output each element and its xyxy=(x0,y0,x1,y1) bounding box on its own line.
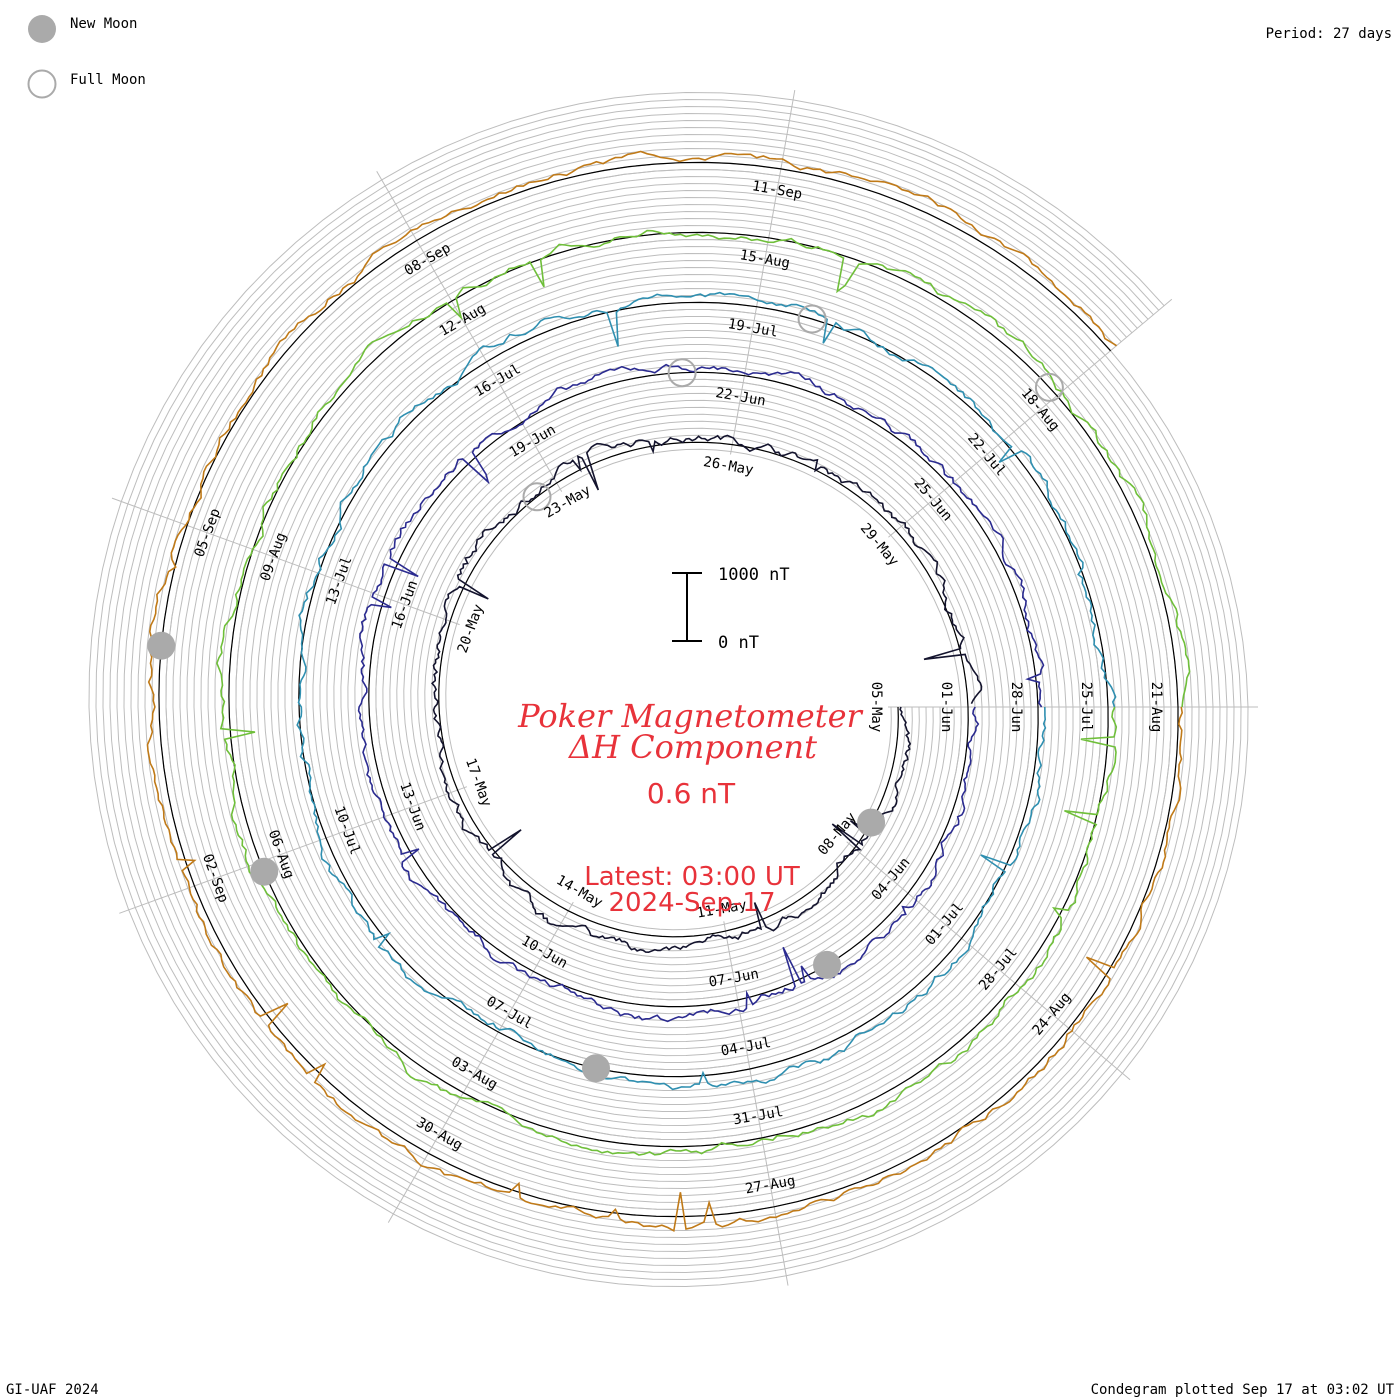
date-label: 13-Jul xyxy=(323,554,355,607)
date-label: 18-Aug xyxy=(1018,385,1063,434)
full-moon-marker xyxy=(1034,372,1064,402)
day-spoke xyxy=(730,90,796,455)
day-spoke xyxy=(723,921,789,1286)
day-spoke xyxy=(119,786,468,914)
date-label: 25-Jul xyxy=(1078,682,1094,733)
baseline-spiral xyxy=(158,161,1179,1218)
day-spoke xyxy=(387,901,574,1223)
latest-time: Latest: 03:00 UT xyxy=(584,862,800,892)
date-label: 22-Jun xyxy=(714,385,767,410)
trace-turn-4 xyxy=(216,229,1191,1156)
date-label: 16-Jul xyxy=(472,361,524,400)
spiral-baseline xyxy=(158,161,1179,1218)
spiral-grid xyxy=(88,91,1249,1288)
period-label: Period: 27 days xyxy=(1266,26,1392,42)
date-label: 26-May xyxy=(702,454,755,479)
date-label: 13-Jun xyxy=(396,780,428,833)
date-label: 07-Jun xyxy=(708,966,761,991)
new-moon-marker xyxy=(813,950,841,979)
chart-title: Poker Magnetometer xyxy=(517,697,863,735)
new-moon-marker xyxy=(857,808,886,837)
moon-markers xyxy=(147,304,1064,1083)
scale-bottom-label: 0 nT xyxy=(718,633,759,653)
grid-spiral xyxy=(88,91,1249,1288)
day-spoke xyxy=(376,170,563,492)
date-label: 28-Jul xyxy=(976,945,1021,994)
chart-subtitle: ΔH Component xyxy=(567,728,817,766)
date-label: 01-Jul xyxy=(922,900,967,949)
full-moon-legend-icon xyxy=(27,69,57,99)
date-label: 05-May xyxy=(868,682,884,733)
current-value: 0.6 nT xyxy=(647,777,736,810)
day-spoke xyxy=(111,497,460,626)
grid-spiral xyxy=(95,98,1242,1281)
day-spoke xyxy=(846,841,1131,1081)
date-label: 05-Sep xyxy=(192,506,224,559)
new-moon-legend-icon xyxy=(28,15,56,43)
full-moon-legend-label: Full Moon xyxy=(70,72,146,88)
trace-turn-2 xyxy=(357,363,1045,1023)
date-label: 20-May xyxy=(455,602,487,655)
new-moon-legend-label: New Moon xyxy=(70,16,137,32)
full-moon-marker xyxy=(522,482,552,512)
date-label: 24-Aug xyxy=(1030,990,1075,1039)
new-moon-marker xyxy=(147,631,176,660)
date-label: 10-Jul xyxy=(331,804,363,857)
date-label: 28-Jun xyxy=(1008,682,1024,733)
latest-date: 2024-Sep-17 xyxy=(608,888,775,918)
new-moon-marker xyxy=(250,857,279,886)
date-label: 04-Jun xyxy=(869,855,914,904)
scale-bar xyxy=(672,572,702,642)
trace-turn-3 xyxy=(296,291,1117,1091)
footer-plot-time: Condegram plotted Sep 17 at 03:02 UT xyxy=(1091,1382,1395,1398)
trace-turn-5 xyxy=(146,150,1184,1233)
grid-spiral xyxy=(158,161,1179,1218)
scale-top-label: 1000 nT xyxy=(718,565,790,585)
date-label: 21-Aug xyxy=(1148,682,1164,733)
date-label: 01-Jun xyxy=(938,682,954,733)
date-label: 02-Sep xyxy=(199,852,231,905)
date-label: 19-Jul xyxy=(727,316,780,341)
full-moon-marker xyxy=(797,304,827,334)
date-label: 16-Jun xyxy=(389,578,421,631)
new-moon-marker xyxy=(582,1054,610,1083)
day-spokes xyxy=(111,90,1258,1286)
trace-turn-1 xyxy=(430,434,983,954)
date-label: 25-Jun xyxy=(910,475,955,524)
date-label: 12-Aug xyxy=(437,301,489,340)
full-moon-marker xyxy=(667,358,697,388)
date-label: 17-May xyxy=(462,756,494,809)
date-label: 08-Sep xyxy=(402,240,454,279)
date-label: 15-Aug xyxy=(739,247,792,272)
footer-credit: GI-UAF 2024 xyxy=(6,1382,99,1398)
date-label: 29-May xyxy=(857,520,902,569)
day-spoke xyxy=(888,298,1173,538)
date-label: 11-Sep xyxy=(751,178,804,203)
date-label: 09-Aug xyxy=(257,530,289,583)
data-traces xyxy=(146,150,1191,1233)
grid-spiral xyxy=(116,119,1221,1260)
